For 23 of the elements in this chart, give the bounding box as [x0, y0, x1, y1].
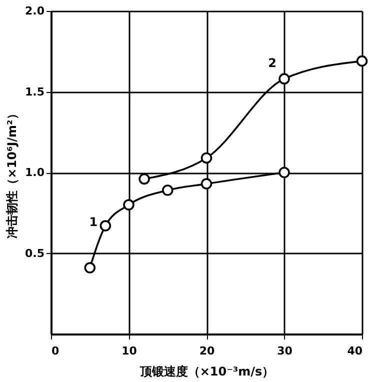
x-tick-label: 40	[347, 344, 363, 358]
x-tick-label: 20	[199, 344, 215, 358]
point	[123, 199, 134, 210]
x-tick-label: 10	[122, 344, 138, 358]
point	[200, 178, 212, 190]
point	[100, 220, 112, 232]
point	[138, 173, 150, 185]
y-tick-label: 1.0	[25, 166, 45, 179]
y-axis-title: 冲击韧性（×10⁶J/m²）	[5, 108, 20, 238]
point	[200, 152, 212, 164]
series-label: 2	[268, 56, 276, 70]
point	[278, 166, 290, 178]
y-tick-label: 1.5	[25, 85, 44, 98]
point	[84, 262, 96, 274]
point	[356, 55, 368, 67]
point	[278, 73, 290, 84]
x-tick-label: 0	[52, 344, 60, 358]
series-label: 1	[89, 214, 98, 229]
x-axis-title: 顶锻速度（×10⁻³m/s）	[138, 364, 274, 378]
y-tick-label: 0.5	[25, 246, 44, 260]
point	[162, 184, 174, 196]
y-tick-label: 2.0	[25, 4, 45, 18]
x-tick-label: 30	[277, 344, 293, 358]
